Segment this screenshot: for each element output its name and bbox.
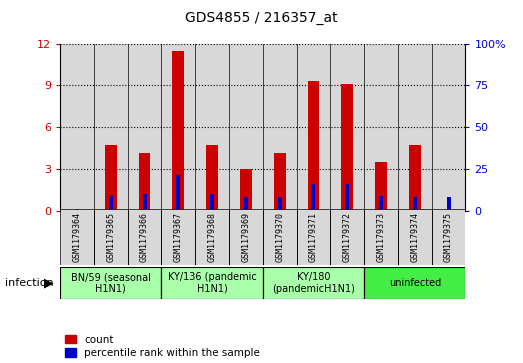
Bar xyxy=(379,196,383,211)
Text: GSM1179370: GSM1179370 xyxy=(275,212,284,261)
Bar xyxy=(244,197,248,211)
Text: GSM1179368: GSM1179368 xyxy=(208,212,217,261)
Text: GSM1179375: GSM1179375 xyxy=(444,212,453,261)
FancyBboxPatch shape xyxy=(60,267,162,299)
Bar xyxy=(240,170,252,211)
FancyBboxPatch shape xyxy=(263,267,364,299)
Text: GSM1179371: GSM1179371 xyxy=(309,212,318,261)
Bar xyxy=(442,210,454,211)
Bar xyxy=(195,44,229,211)
Text: GSM1179365: GSM1179365 xyxy=(106,212,115,261)
Bar xyxy=(263,44,297,211)
Bar xyxy=(278,197,282,211)
Bar xyxy=(342,84,353,211)
Text: ▶: ▶ xyxy=(44,277,54,290)
Bar xyxy=(173,50,184,211)
Bar xyxy=(128,44,162,211)
Bar xyxy=(431,44,465,211)
Text: GSM1179364: GSM1179364 xyxy=(73,212,82,261)
Bar xyxy=(297,44,331,211)
Bar xyxy=(162,44,195,211)
Bar xyxy=(105,145,117,211)
Text: infection: infection xyxy=(5,278,54,288)
FancyBboxPatch shape xyxy=(364,209,398,265)
Bar xyxy=(60,44,94,211)
Bar xyxy=(94,44,128,211)
Bar xyxy=(210,194,214,211)
Legend: count, percentile rank within the sample: count, percentile rank within the sample xyxy=(65,335,260,358)
Bar xyxy=(109,196,113,211)
Bar xyxy=(176,175,180,211)
Text: GSM1179374: GSM1179374 xyxy=(411,212,419,261)
FancyBboxPatch shape xyxy=(195,209,229,265)
FancyBboxPatch shape xyxy=(162,209,195,265)
Bar xyxy=(229,44,263,211)
Bar xyxy=(409,145,420,211)
Bar xyxy=(345,184,349,211)
FancyBboxPatch shape xyxy=(297,209,331,265)
Bar xyxy=(447,197,451,211)
Bar xyxy=(206,145,218,211)
Text: BN/59 (seasonal
H1N1): BN/59 (seasonal H1N1) xyxy=(71,272,151,294)
FancyBboxPatch shape xyxy=(229,209,263,265)
Bar xyxy=(364,44,398,211)
Bar xyxy=(312,184,315,211)
Text: GDS4855 / 216357_at: GDS4855 / 216357_at xyxy=(185,11,338,25)
FancyBboxPatch shape xyxy=(263,209,297,265)
Bar xyxy=(143,194,146,211)
Text: KY/136 (pandemic
H1N1): KY/136 (pandemic H1N1) xyxy=(168,272,256,294)
Bar xyxy=(71,210,83,211)
Bar xyxy=(398,44,431,211)
Bar xyxy=(274,154,286,211)
Bar xyxy=(308,81,320,211)
Text: GSM1179366: GSM1179366 xyxy=(140,212,149,261)
FancyBboxPatch shape xyxy=(60,209,94,265)
FancyBboxPatch shape xyxy=(398,209,431,265)
Bar xyxy=(75,209,79,211)
Text: GSM1179369: GSM1179369 xyxy=(242,212,251,261)
Text: GSM1179372: GSM1179372 xyxy=(343,212,352,261)
FancyBboxPatch shape xyxy=(128,209,162,265)
FancyBboxPatch shape xyxy=(431,209,465,265)
FancyBboxPatch shape xyxy=(162,267,263,299)
Bar xyxy=(139,154,151,211)
FancyBboxPatch shape xyxy=(94,209,128,265)
Text: KY/180
(pandemicH1N1): KY/180 (pandemicH1N1) xyxy=(272,272,355,294)
Text: GSM1179373: GSM1179373 xyxy=(377,212,385,261)
Bar xyxy=(331,44,364,211)
Text: GSM1179367: GSM1179367 xyxy=(174,212,183,261)
Text: uninfected: uninfected xyxy=(389,278,441,288)
Bar xyxy=(413,197,417,211)
FancyBboxPatch shape xyxy=(331,209,364,265)
Bar xyxy=(375,162,387,211)
FancyBboxPatch shape xyxy=(364,267,465,299)
